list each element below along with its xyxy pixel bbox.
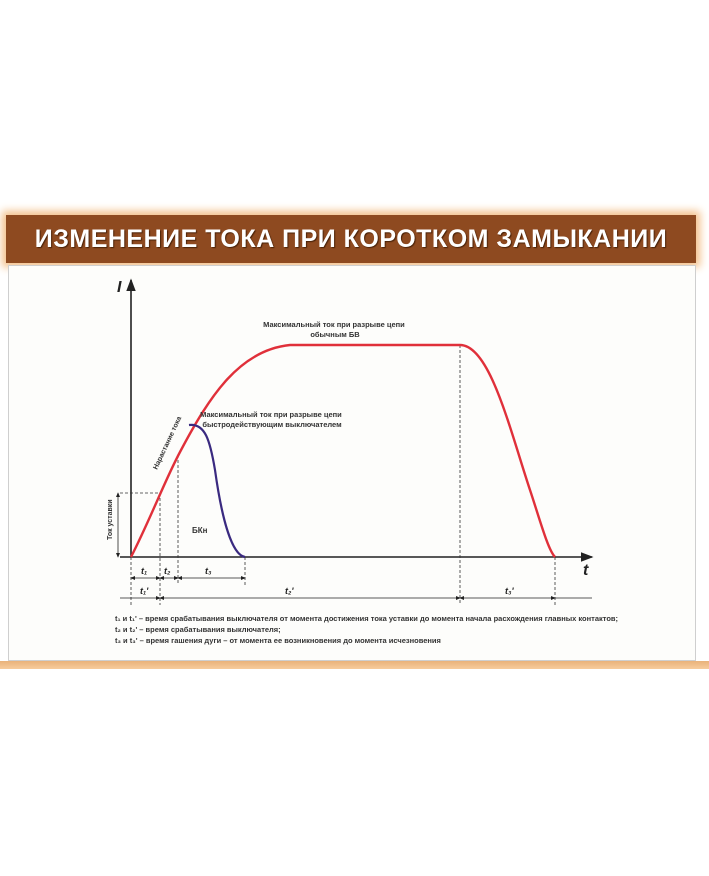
- guide-lines: [120, 345, 556, 605]
- setting-current-label: Ток уставки: [107, 499, 114, 540]
- interval-t2-prime: t₂': [285, 586, 294, 596]
- poster: ИЗМЕНЕНИЕ ТОКА ПРИ КОРОТКОМ ЗАМЫКАНИИ: [0, 205, 709, 673]
- current-rise-label: Нарастание тока: [152, 415, 183, 470]
- interval-t3: t₃: [205, 566, 212, 576]
- y-axis-label: I: [117, 279, 122, 296]
- legend-line-1: t₁ и t₁' – время срабатывания выключател…: [115, 614, 619, 623]
- max-current-fast-label: Максимальный ток при разрыве цепи быстро…: [200, 410, 344, 429]
- legend-line-2: t₂ и t₂' – время срабатывания выключател…: [115, 625, 281, 634]
- fast-breaker-curve: [188, 423, 246, 559]
- interval-t1: t₁: [141, 566, 147, 576]
- legend-line-3: t₃ и t₃' – время гашения дуги – от момен…: [115, 636, 441, 645]
- interval-t1-prime: t₁': [140, 586, 149, 596]
- diagram-panel: [8, 265, 696, 661]
- interval-t2: t₂: [164, 566, 171, 576]
- page-title: ИЗМЕНЕНИЕ ТОКА ПРИ КОРОТКОМ ЗАМЫКАНИИ: [34, 225, 668, 253]
- normal-breaker-curve: [129, 343, 556, 558]
- x-axis-label: t: [583, 562, 589, 579]
- interval-dimensions: [120, 576, 592, 600]
- fast-breaker-label: БКн: [192, 526, 208, 535]
- bottom-strip: [0, 661, 709, 669]
- title-bar: ИЗМЕНЕНИЕ ТОКА ПРИ КОРОТКОМ ЗАМЫКАНИИ: [6, 215, 696, 263]
- max-current-normal-label: Максимальный ток при разрыве цепи обычны…: [263, 320, 407, 339]
- interval-t3-prime: t₃': [505, 586, 514, 596]
